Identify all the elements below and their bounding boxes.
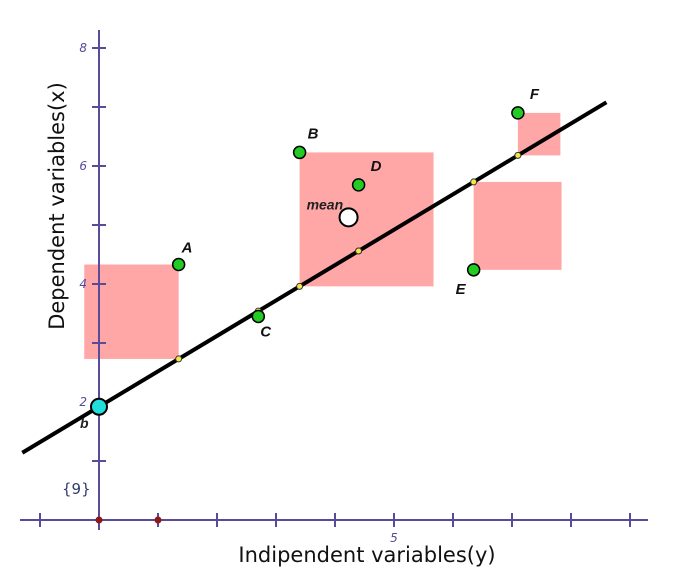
data-point-e (466, 263, 481, 277)
fitted-point-a (175, 355, 183, 363)
mean-point (338, 207, 359, 228)
y-axis-title: Dependent variables(x) (45, 82, 69, 330)
y-tick-label: 6 (79, 159, 87, 173)
corner-label: {9} (62, 480, 91, 498)
fitted-point-mean (355, 247, 363, 255)
point-label-b: B (308, 125, 319, 142)
y-tick-label: 2 (79, 395, 87, 409)
residual-square-e (473, 181, 562, 270)
chart-labels: Indipendent variables(y) Dependent varia… (45, 82, 540, 567)
data-point-b (292, 145, 307, 160)
residual-square-mean (336, 187, 361, 210)
fitted-point-e (470, 178, 478, 186)
axes: 5 2 4 6 8 (20, 30, 648, 545)
fitted-point-f (514, 151, 522, 159)
data-point-d (351, 178, 366, 192)
point-label-f: F (530, 86, 540, 103)
data-point-a (171, 257, 186, 272)
point-label-e: E (456, 281, 467, 298)
point-label-a: A (181, 240, 193, 257)
x-tick-label: 5 (390, 531, 398, 545)
data-point-f (511, 106, 525, 120)
x-axis-title: Indipendent variables(y) (238, 543, 495, 567)
data-points (90, 106, 525, 416)
intercept-label: b (80, 415, 89, 431)
point-label-c: C (260, 323, 272, 340)
y-tick-label: 4 (79, 277, 87, 291)
x-axis-marker (95, 516, 103, 524)
x-axis-marker (154, 516, 162, 524)
fitted-point-b (296, 282, 304, 290)
regression-line (21, 100, 608, 455)
mean-point-label: mean (307, 196, 344, 212)
data-point-c (251, 309, 266, 324)
point-label-d: D (371, 158, 382, 175)
intercept-point (90, 397, 108, 416)
y-tick-label: 8 (79, 41, 87, 55)
residual-squares (84, 112, 562, 359)
regression-line-group (21, 100, 608, 455)
